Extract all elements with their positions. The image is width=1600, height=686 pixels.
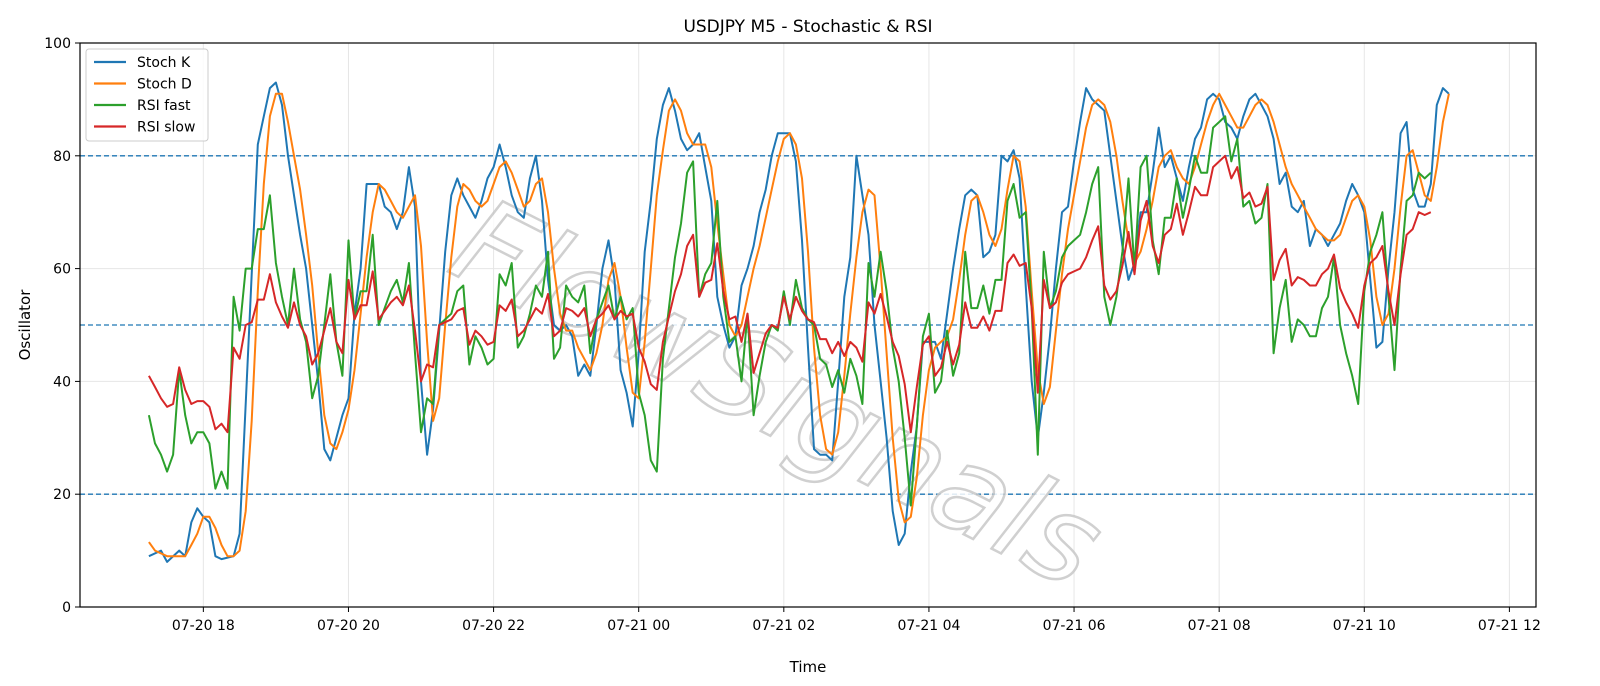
x-tick-label: 07-20 18 <box>172 618 235 634</box>
watermark: FlowSignals <box>431 171 1125 617</box>
series-layer <box>147 81 1450 563</box>
x-tick-label: 07-21 02 <box>752 618 815 634</box>
reference-lines <box>80 155 1536 495</box>
y-tick-label: 40 <box>53 374 71 390</box>
legend-label: RSI slow <box>137 120 195 136</box>
series-line-stoch-d <box>148 92 1450 558</box>
x-tick-label: 07-21 04 <box>897 618 960 634</box>
y-tick-label: 0 <box>62 600 71 616</box>
x-tick-label: 07-21 00 <box>607 618 670 634</box>
x-tick-label: 07-21 10 <box>1333 618 1396 634</box>
y-tick-label: 20 <box>53 487 71 503</box>
series-line-rsi-fast <box>147 115 1432 507</box>
x-tick-label: 07-21 06 <box>1043 618 1106 634</box>
y-tick-label: 80 <box>53 149 71 165</box>
y-tick-label: 60 <box>53 262 71 278</box>
x-tick-label: 07-21 08 <box>1188 618 1251 634</box>
y-axis-ticks: 0 20 40 60 80 100 <box>44 36 80 616</box>
x-axis-label: Time <box>789 658 827 676</box>
legend: Stoch K Stoch D RSI fast RSI slow <box>85 48 209 142</box>
series-line-stoch-k <box>148 81 1450 563</box>
y-axis-label: Oscillator <box>16 289 34 361</box>
x-tick-label: 07-21 12 <box>1478 618 1541 634</box>
x-tick-label: 07-20 22 <box>462 618 525 634</box>
legend-label: Stoch K <box>137 55 191 71</box>
plot-frame <box>79 42 1537 608</box>
legend-label: Stoch D <box>137 77 192 93</box>
x-axis-ticks: 07-20 18 07-20 20 07-20 22 07-21 00 07-21 02… <box>172 607 1541 634</box>
legend-label: RSI fast <box>137 98 191 114</box>
legend-box <box>85 48 209 142</box>
x-tick-label: 07-20 20 <box>317 618 380 634</box>
watermark-text: FlowSignals <box>432 172 1123 616</box>
chart-title: USDJPY M5 - Stochastic & RSI <box>683 17 932 37</box>
y-tick-label: 100 <box>44 36 71 52</box>
series-line-rsi-slow <box>148 154 1432 434</box>
